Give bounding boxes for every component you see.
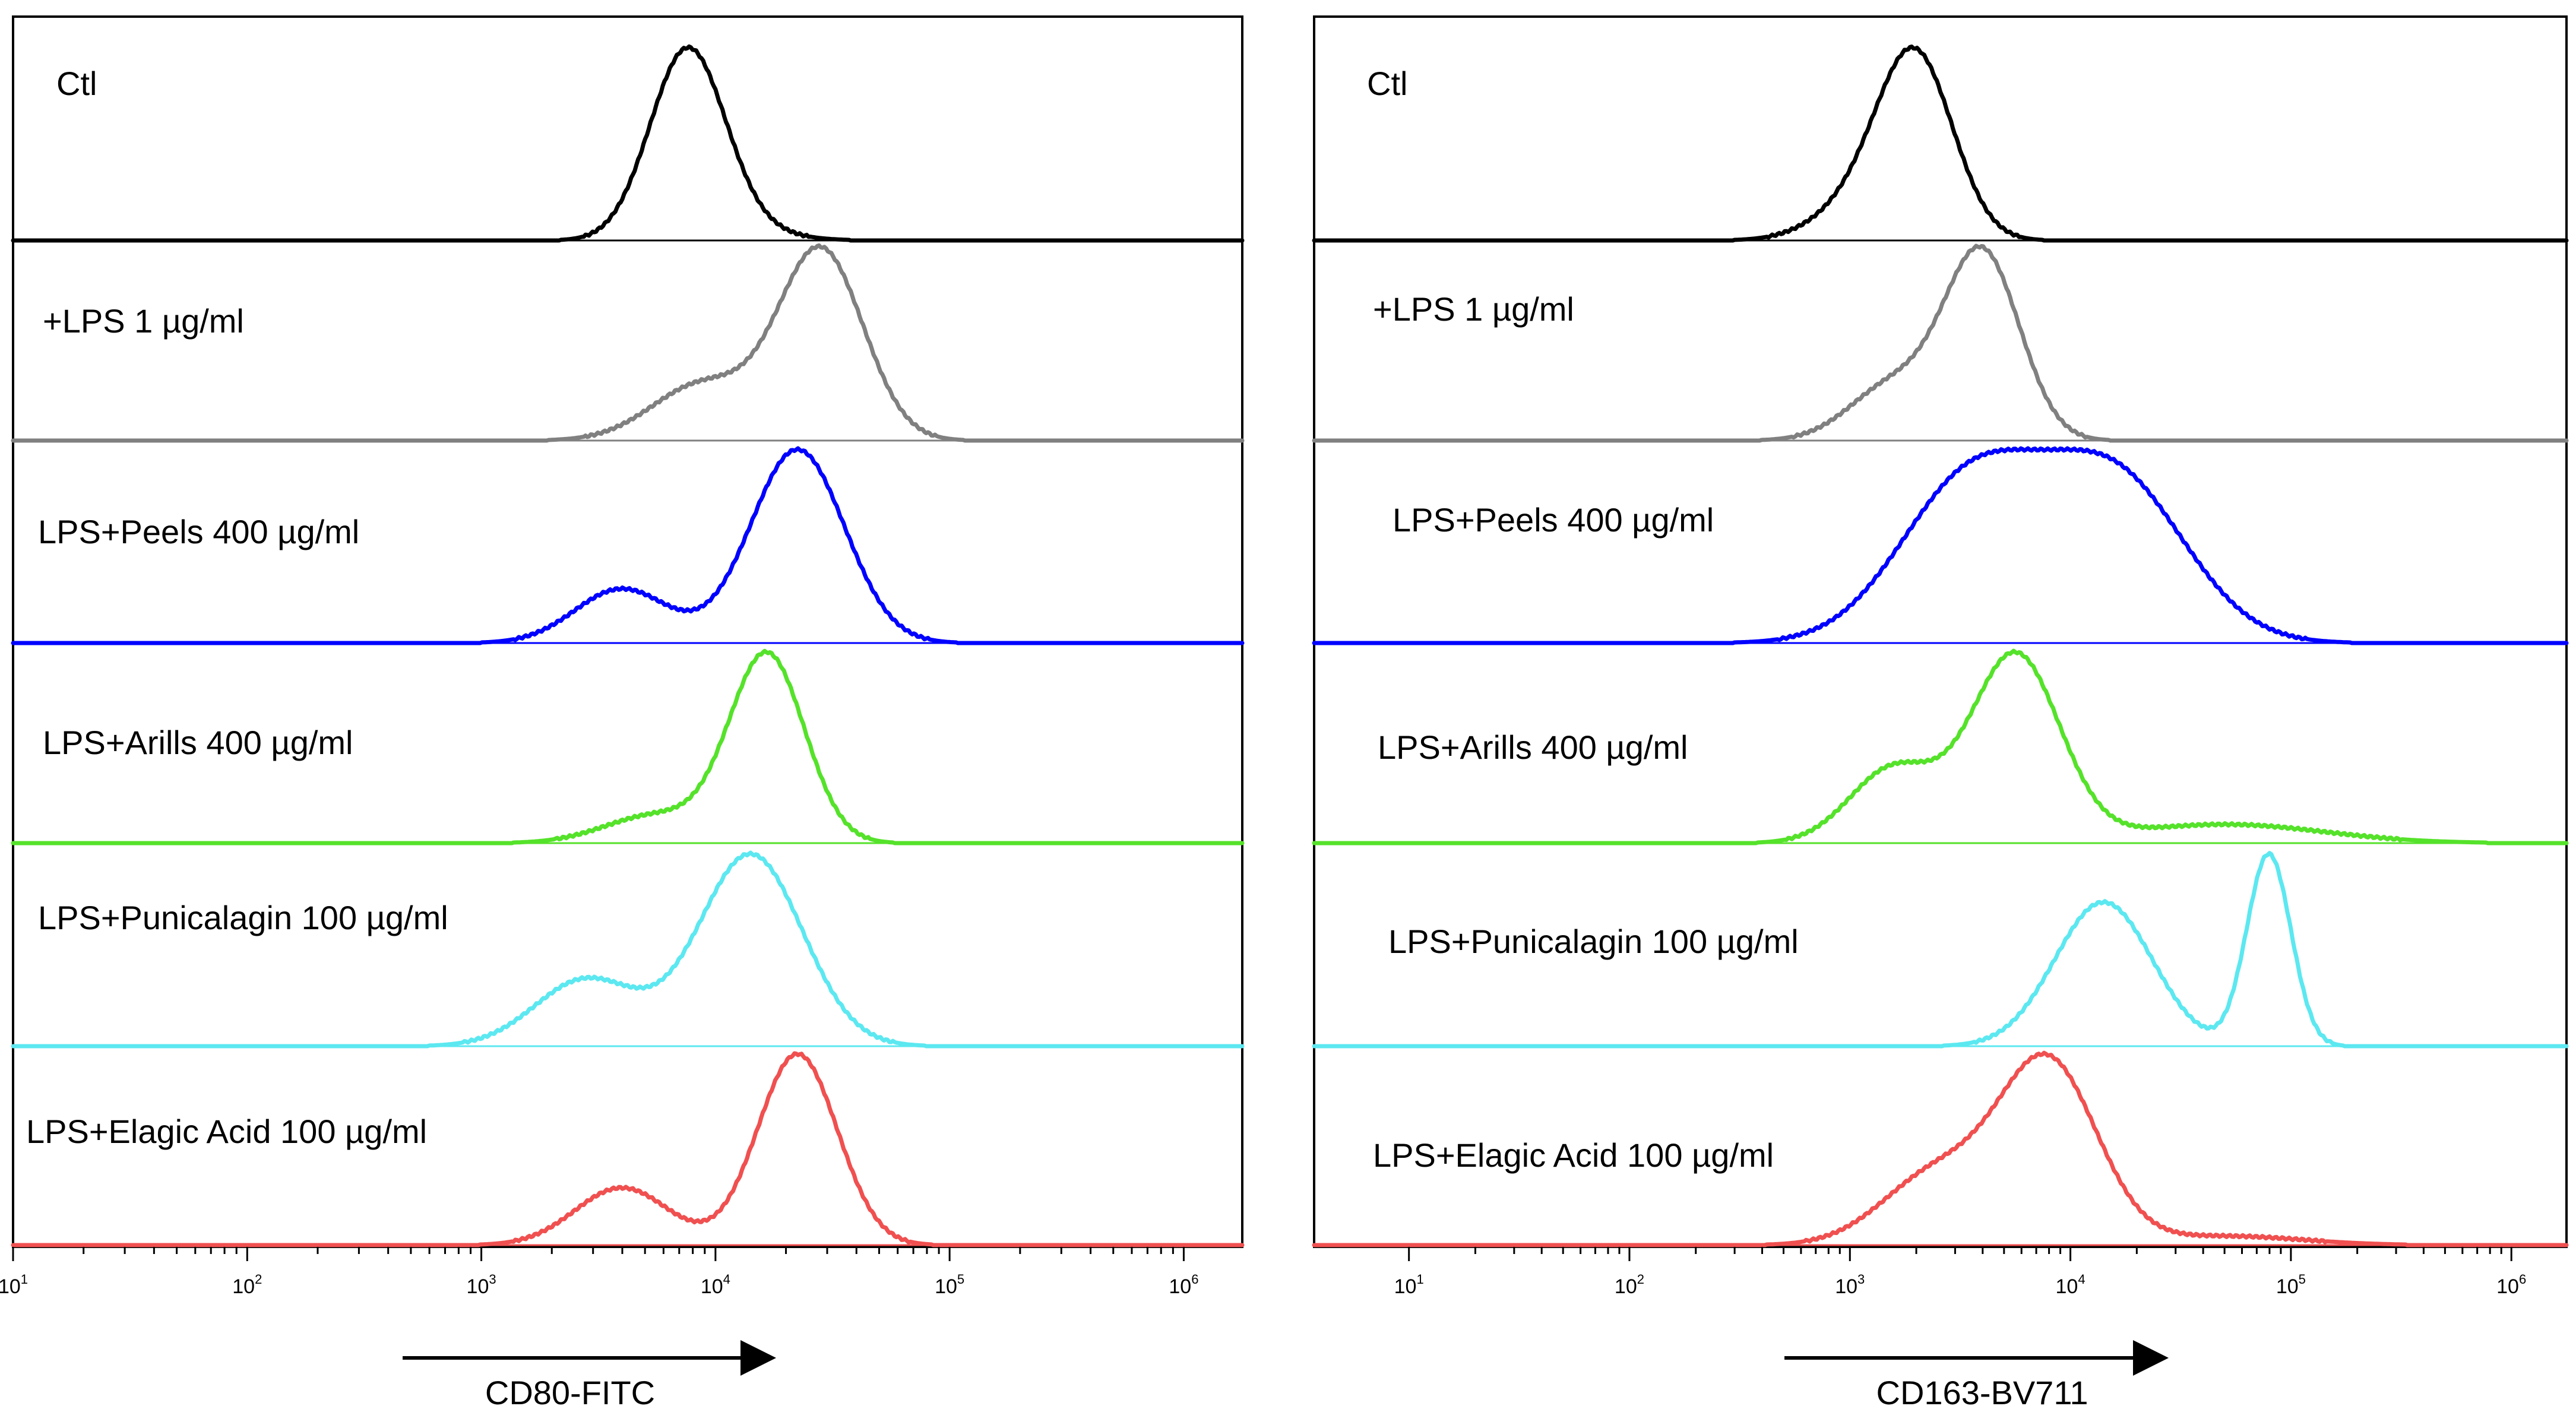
cd80-sample-label-5: LPS+Punicalagin 100 µg/ml <box>38 899 448 936</box>
cd80-tick-label-5: 105 <box>935 1272 964 1298</box>
cd163-sample-label-4: LPS+Arills 400 µg/ml <box>1378 729 1688 766</box>
cd80-x-axis-label: CD80-FITC <box>485 1374 655 1411</box>
cd80-sample-label-6: LPS+Elagic Acid 100 µg/ml <box>26 1113 427 1150</box>
cd163-histogram-panel: Ctl +LPS 1 µg/ml LPS+Peels 400 µg/ml LPS+Ar… <box>1312 15 2569 1411</box>
cd163-tick-label-2: 102 <box>1615 1272 1644 1298</box>
cd80-plot-frame <box>12 15 1243 1248</box>
cd163-tick-label-3: 103 <box>1835 1272 1865 1298</box>
cd80-histogram-panel: Ctl +LPS 1 µg/ml LPS+Peels 400 µg/ml LPS+Ar… <box>0 15 1245 1411</box>
cd163-sample-label-2: +LPS 1 µg/ml <box>1373 290 1574 328</box>
cd80-sample-label-4: LPS+Arills 400 µg/ml <box>43 724 353 761</box>
cd80-sample-label-3: LPS+Peels 400 µg/ml <box>38 513 359 550</box>
cd80-tick-label-6: 106 <box>1169 1272 1198 1298</box>
cd80-tick-label-2: 102 <box>232 1272 262 1298</box>
cd163-histogram-2 <box>1312 243 2569 443</box>
cd163-histogram-3 <box>1312 446 2569 645</box>
cd163-tick-label-4: 104 <box>2056 1272 2086 1298</box>
cd80-histogram-2 <box>11 243 1245 443</box>
cd163-sample-label-6: LPS+Elagic Acid 100 µg/ml <box>1373 1136 1774 1174</box>
cd163-sample-label-5: LPS+Punicalagin 100 µg/ml <box>1388 923 1799 960</box>
cd80-tick-label-4: 104 <box>701 1272 730 1298</box>
cd80-histogram-1 <box>11 44 1245 243</box>
cd163-sample-label-1: Ctl <box>1367 65 1407 102</box>
cd80-sample-label-1: Ctl <box>56 65 97 102</box>
cd163-sample-label-3: LPS+Peels 400 µg/ml <box>1393 501 1714 539</box>
cd163-histogram-1 <box>1312 45 2569 243</box>
cd163-x-axis-label: CD163-BV711 <box>1876 1374 2088 1411</box>
cd163-tick-label-6: 106 <box>2496 1272 2526 1298</box>
cd163-tick-label-1: 101 <box>1394 1272 1424 1298</box>
cd163-tick-label-5: 105 <box>2276 1272 2306 1298</box>
cd80-tick-label-1: 101 <box>0 1272 28 1298</box>
cd80-histogram-5 <box>11 850 1245 1049</box>
cd163-plot-frame <box>1313 15 2568 1248</box>
cd80-sample-label-2: +LPS 1 µg/ml <box>43 302 244 340</box>
cd80-tick-label-3: 103 <box>467 1272 496 1298</box>
